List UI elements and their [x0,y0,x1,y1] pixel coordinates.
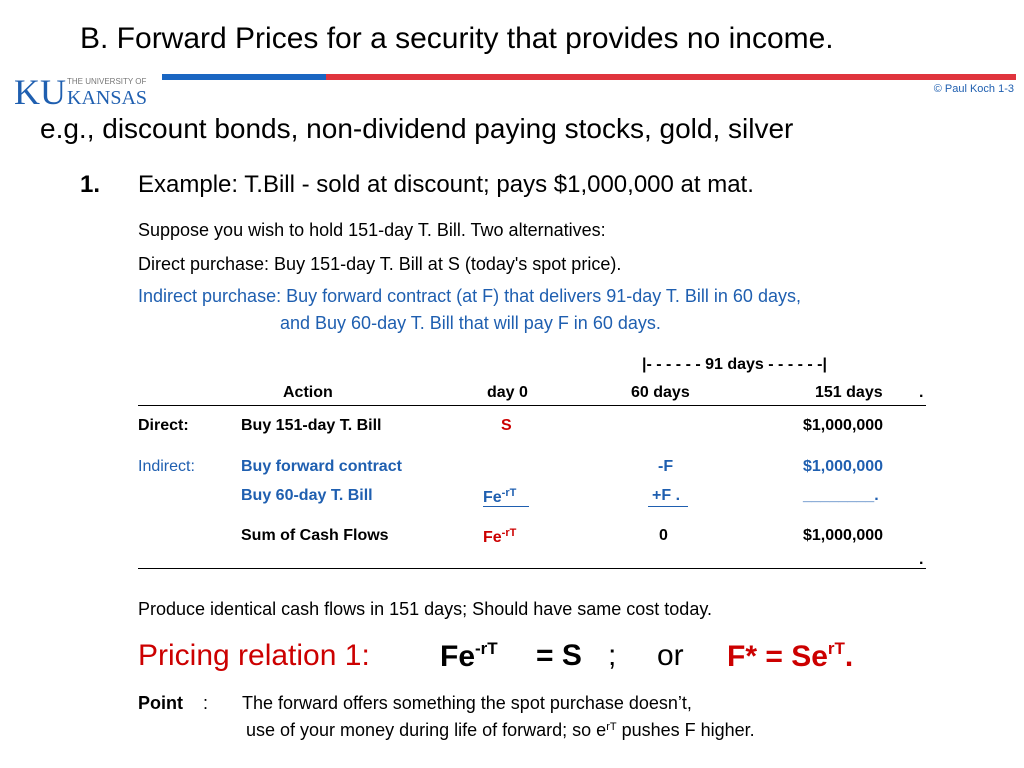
sum-day0-exponent: -rT [501,527,517,539]
header-151days: 151 days [815,384,883,401]
point-colon: : [203,693,209,713]
point-line1: The forward offers something the spot pu… [242,693,692,713]
header-action: Action [283,384,333,401]
header-end-dot: . [919,384,924,401]
indirect-label: Indirect: [138,458,195,475]
header-bar-blue [14,74,326,80]
bill-day0-base: Fe [483,489,502,506]
forward-action: Buy forward contract [241,458,402,475]
ku-logo: KU THE UNIVERSITY OF KANSAS [12,70,162,112]
header-day0: day 0 [487,384,528,401]
pricing-eq-s: = S [536,639,582,672]
copyright: © Paul Koch 1-3 [933,83,1014,95]
sum-day0-base: Fe [483,529,502,546]
suppose-text: Suppose you wish to hold 151-day T. Bill… [138,220,606,240]
bottom-rule [138,568,926,569]
direct-label: Direct: [138,417,189,434]
point-line2-b: pushes F higher. [616,720,755,740]
pricing-lhs: Fe-rT [440,639,498,674]
indirect-purchase-line2: and Buy 60-day T. Bill that will pay F i… [280,313,661,333]
bill-60days: +F . [652,487,681,504]
table-end-dot: . [919,551,924,568]
direct-action: Buy 151-day T. Bill [241,417,382,434]
pricing-lhs-base: Fe [440,640,476,673]
span-label: |- - - - - - 91 days - - - - - -| [642,356,827,373]
pricing-rhs-base: F* = Se [727,640,828,673]
logo-line1: THE UNIVERSITY OF [67,77,147,86]
point-line2: use of your money during life of forward… [246,720,755,741]
bill-day0: Fe-rT [483,487,516,507]
pricing-or: or [657,639,684,672]
bill-day0-exponent: -rT [501,487,517,499]
sum-60days: 0 [659,527,668,544]
produce-text: Produce identical cash flows in 151 days… [138,599,712,619]
bill-60days-underline [648,506,688,507]
pricing-rhs: F* = SerT. [727,639,853,674]
point-line2-exponent: rT [606,721,617,733]
bill-action: Buy 60-day T. Bill [241,487,373,504]
slide-title: B. Forward Prices for a security that pr… [80,22,834,55]
pricing-label: Pricing relation 1: [138,639,370,672]
header-bar-red [326,74,1016,80]
direct-day0: S [501,417,512,434]
forward-151days: $1,000,000 [803,458,884,475]
point-label: Point [138,693,183,713]
sum-day0: Fe-rT [483,527,516,547]
bill-151days: ________. [803,487,879,504]
direct-purchase-text: Direct purchase: Buy 151-day T. Bill at … [138,254,622,274]
pricing-semicolon: ; [608,639,617,672]
pricing-lhs-exponent: -rT [475,639,498,658]
item-text: Example: T.Bill - sold at discount; pays… [138,171,754,198]
ku-logo-graphic: KU THE UNIVERSITY OF KANSAS [12,70,162,112]
header-60days: 60 days [631,384,690,401]
logo-kansas: KANSAS [67,87,147,109]
pricing-rhs-exponent: rT [827,639,845,658]
indirect-purchase-line1: Indirect purchase: Buy forward contract … [138,286,801,306]
point-line2-a: use of your money during life of forward… [246,720,607,740]
forward-60days: -F [658,458,674,475]
direct-151days: $1,000,000 [803,417,884,434]
logo-ku: KU [14,72,66,110]
examples-line: e.g., discount bonds, non-dividend payin… [40,113,794,144]
bill-day0-underline [483,506,529,507]
pricing-rhs-dot: . [844,640,854,673]
item-number: 1. [80,171,101,198]
header-rule [138,405,926,406]
sum-action: Sum of Cash Flows [241,527,389,544]
sum-151days: $1,000,000 [803,527,884,544]
